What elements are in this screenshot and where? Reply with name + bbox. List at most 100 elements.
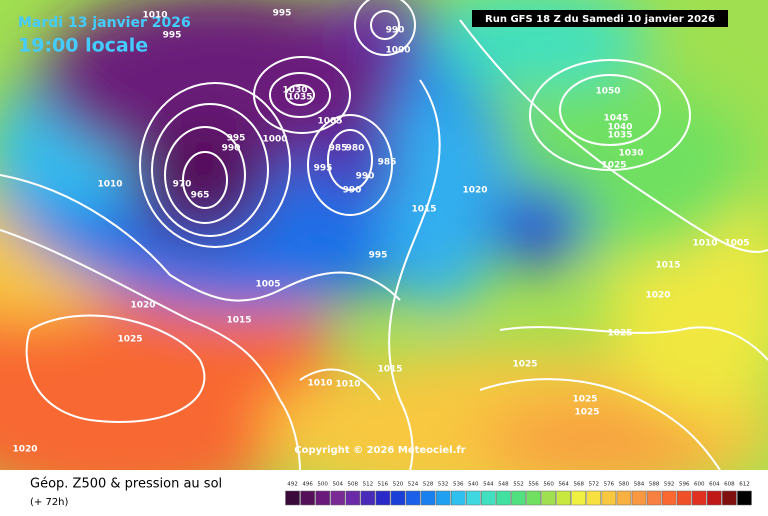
isobar-label: 1005 [724,239,749,249]
colorbar-label: 540 [468,482,479,488]
colorbar-swatch [496,490,511,506]
forecast-time: 19:00 locale [18,35,148,57]
colorbar-label: 548 [498,482,509,488]
colorbar-swatch [285,490,300,506]
isobar-label: 985 [329,144,348,154]
colorbar-label: 568 [574,482,585,488]
colorbar-label: 612 [739,482,750,488]
colorbar-swatch [526,490,541,506]
isobars [0,0,768,470]
isobar-label: 1025 [512,360,537,370]
colorbar-swatch [737,490,752,506]
isobar-label: 1010 [307,379,332,389]
colorbar-label: 520 [393,482,404,488]
colorbar-swatch [481,490,496,506]
isobar-label: 1025 [574,408,599,418]
colorbar-swatch [541,490,556,506]
colorbar-swatch [315,490,330,506]
colorbar-swatch [450,490,466,506]
legend-title: Géop. Z500 & pression au sol [30,477,222,492]
run-box [472,10,728,27]
colorbar-swatch [661,490,677,506]
forecast-date: Mardi 13 janvier 2026 [18,15,191,31]
colorbar-label: 500 [317,482,328,488]
colorbar-swatch [300,490,315,506]
isobar-label: 995 [314,164,333,174]
isobar-label: 1025 [607,329,632,339]
isobar-label: 1015 [226,316,251,326]
isobar-label: 1005 [255,280,280,290]
colorbar-swatch [556,490,571,506]
colorbar-label: 528 [423,482,434,488]
isobar-label: 1015 [655,261,680,271]
isobar-label: 965 [191,191,210,201]
isobar-label: 1030 [282,86,307,96]
colorbar-swatch [616,490,632,506]
isobar-label: 985 [378,158,397,168]
isobar-label: 990 [386,26,405,36]
colorbar-label: 556 [528,482,539,488]
copyright: Copyright © 2026 Meteociel.fr [294,445,465,456]
colorbar-swatch [722,490,737,506]
isobar-label: 1000 [385,46,410,56]
isobar-label: 1045 [603,114,628,124]
colorbar-swatch [360,490,376,506]
colorbar-label: 596 [679,482,690,488]
colorbar-swatch [646,490,662,506]
colorbar-label: 536 [453,482,464,488]
colorbar-swatch [707,490,722,506]
colorbar-label: 496 [302,482,313,488]
colorbar-label: 592 [664,482,675,488]
isobar-label: 995 [273,9,292,19]
isobar-label: 990 [356,172,375,182]
colorbar-swatch [405,490,421,506]
run-info: Run GFS 18 Z du Samedi 10 janvier 2026 [485,14,715,25]
isobar-label: 1040 [607,123,632,133]
colorbar-label: 524 [408,482,419,488]
isobar-label: 1020 [645,291,670,301]
isobar-label: 995 [369,251,388,261]
isobar-label: 1030 [618,149,643,159]
isobar-label: 1010 [335,380,360,390]
isobar-label: 1010 [142,11,167,21]
colorbar: 492 496 500 504 508 512 516 520 524 528 532 536 540 5… [285,482,752,506]
isobar-label: 1010 [692,239,717,249]
colorbar-swatch [691,490,707,506]
colorbar-swatch [435,490,451,506]
isobar-label: 1025 [117,335,142,345]
isobar-label: 1050 [595,87,620,97]
isobar-label: 1015 [377,365,402,375]
colorbar-label: 544 [483,482,494,488]
colorbar-label: 492 [287,482,298,488]
colorbar-label: 560 [543,482,554,488]
colorbar-label: 584 [634,482,645,488]
colorbar-label: 588 [649,482,660,488]
isobar-label: 1025 [572,395,597,405]
isobar-label: 980 [346,144,365,154]
legend-lead: (+ 72h) [30,497,69,508]
colorbar-swatch [571,490,587,506]
isobar-label: 990 [222,144,241,154]
colorbar-swatch [330,490,346,506]
colorbar-label: 600 [694,482,705,488]
isobar-label: 1020 [462,186,487,196]
colorbar-swatch [601,490,617,506]
isobar-label: 1020 [130,301,155,311]
colorbar-label: 564 [558,482,569,488]
isobar-label: 995 [227,134,246,144]
colorbar-label: 580 [619,482,630,488]
colorbar-label: 552 [513,482,524,488]
colorbar-label: 576 [604,482,615,488]
isobar-label: 1015 [411,205,436,215]
isobar-label: 1020 [12,445,37,455]
colorbar-swatch [345,490,361,506]
isobar-label: 995 [163,31,182,41]
colorbar-swatch [586,490,602,506]
colorbar-swatch [420,490,436,506]
isobar-label: 1000 [262,135,287,145]
colorbar-label: 508 [348,482,359,488]
colorbar-label: 608 [724,482,735,488]
colorbar-swatch [676,490,692,506]
